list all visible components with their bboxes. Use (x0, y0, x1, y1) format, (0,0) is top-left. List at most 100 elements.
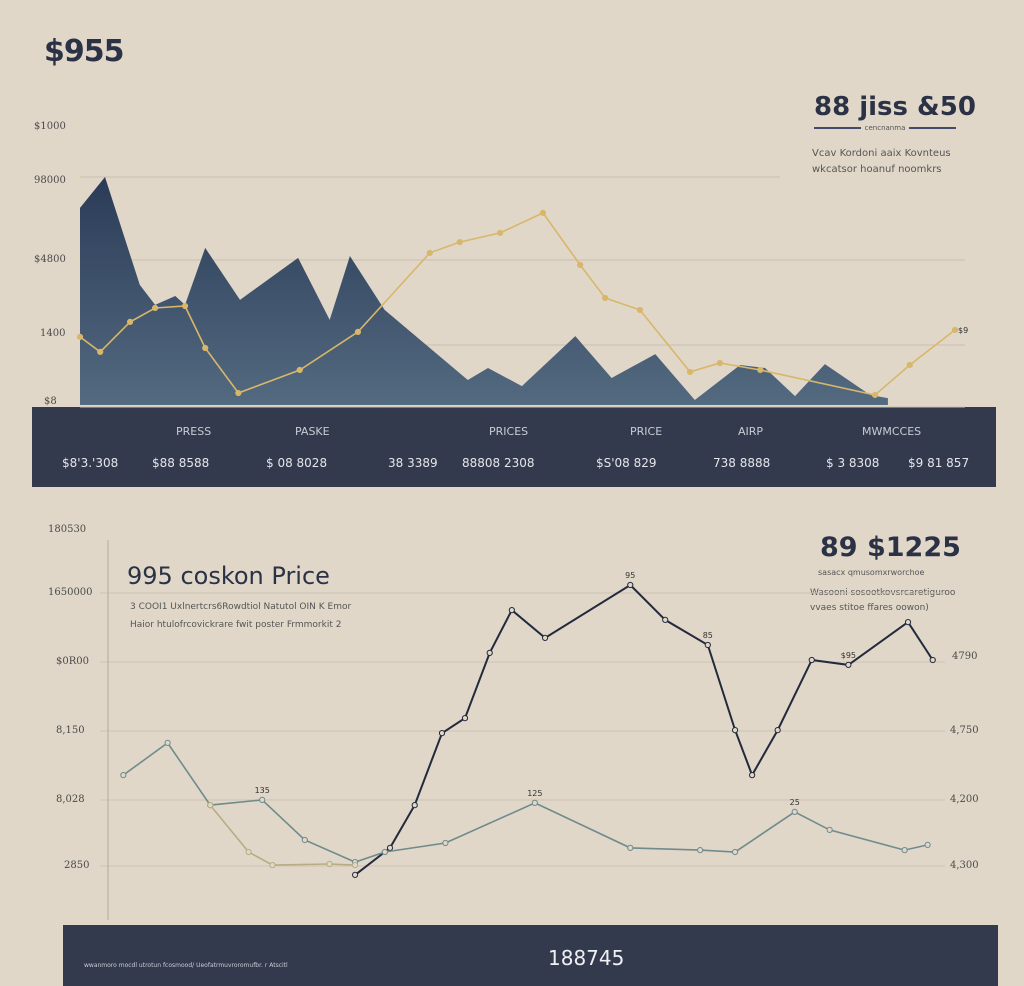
data-point (461, 715, 469, 722)
data-point (120, 772, 127, 779)
data-point (808, 656, 815, 664)
table-value: 738 8888 (713, 456, 771, 470)
data-point (731, 727, 739, 734)
data-point (627, 844, 634, 851)
bottom-right-title: 89 $1225 (820, 532, 961, 563)
data-point (181, 302, 189, 310)
divider (909, 127, 956, 129)
y-tick-label: $8 (44, 396, 57, 407)
data-point (456, 238, 463, 246)
divider (814, 127, 861, 129)
footer-text: wwanmoro mocdl utrotun fcosmood/ Ueofatr… (84, 962, 288, 969)
data-point (426, 249, 433, 257)
y-tick-label: 98000 (34, 175, 66, 186)
table-value: $8'3.'308 (62, 456, 119, 470)
top-right-title: 88 jiss &50 (814, 92, 976, 122)
data-point (791, 808, 798, 815)
data-point (164, 739, 171, 746)
data-label: $9 (958, 326, 968, 335)
data-point (906, 361, 913, 369)
y-tick-label: 2850 (64, 860, 90, 871)
data-point (259, 796, 266, 803)
top-right-summary: 88 jiss &50 cencnanma (814, 92, 976, 132)
data-point (301, 836, 308, 844)
y-tick-label-right: 4,750 (950, 725, 979, 736)
data-point (904, 619, 912, 626)
line-series (209, 804, 356, 866)
y-tick-label-right: 4,300 (950, 860, 979, 871)
y-tick-label: $0R00 (56, 656, 89, 667)
area-series (80, 177, 888, 405)
table-value: $ 3 8308 (826, 456, 880, 470)
data-point (539, 209, 547, 217)
header-price: $955 (44, 34, 124, 69)
table-header: PRICE (630, 425, 663, 438)
data-point (76, 333, 84, 340)
bottom-line-chart: 95 85 $95 125 135 25 (120, 571, 936, 878)
y-tick-label: 1400 (40, 328, 66, 339)
data-point (235, 389, 242, 397)
data-point (826, 826, 833, 833)
data-point (508, 607, 515, 614)
data-point (326, 860, 333, 868)
data-label: 135 (255, 786, 270, 795)
note-line: Vcav Kordoni aaix Kovnteus (812, 148, 951, 159)
top-right-caption: cencnanma (864, 124, 906, 132)
data-label: 25 (790, 798, 800, 807)
line-series (354, 583, 934, 876)
note-line: Haior htulofrcovickrare fwit poster Frmm… (130, 620, 342, 630)
data-point (351, 871, 359, 878)
line-series (79, 211, 956, 396)
data-point (757, 366, 764, 374)
table-value: $S'08 829 (596, 456, 657, 470)
data-label: 125 (527, 789, 542, 798)
data-point (697, 847, 704, 854)
data-point (126, 318, 134, 325)
data-point (924, 841, 931, 848)
data-point (207, 802, 214, 809)
table-header: AIRP (738, 425, 764, 438)
data-point (845, 661, 852, 668)
data-point (202, 344, 209, 352)
y-tick-label: 8,028 (56, 794, 85, 805)
bottom-chart-title: 995 coskon Price (127, 562, 330, 590)
note-line: vvaes stitoe ffares oowon) (810, 603, 929, 613)
y-tick-label: 180530 (48, 524, 87, 535)
line-series (122, 741, 928, 863)
y-tick-label: 8,150 (56, 725, 85, 736)
table-value: 88808 2308 (462, 456, 535, 470)
data-point (296, 366, 303, 374)
table-header: PRICES (489, 425, 529, 438)
data-point (386, 844, 394, 851)
y-tick-label-right: 4790 (952, 651, 978, 662)
note-line: 3 COOI1 Uxlnertcrs6Rowdtiol Natutol OIN … (130, 602, 352, 612)
data-point (577, 261, 584, 268)
data-point (901, 847, 908, 854)
table-value: $88 8588 (152, 456, 210, 470)
price-table (32, 407, 996, 487)
note-line: wkcatsor hoanuf noomkrs (812, 164, 942, 175)
data-point (269, 862, 276, 869)
data-point (731, 848, 739, 856)
table-header: PRESS (176, 425, 212, 438)
data-label: 85 (703, 631, 713, 640)
top-right-notes: Vcav Kordoni aaix Kovnteus wkcatsor hoan… (812, 146, 951, 178)
bottom-right-caption: sasacx qmusomxrworchoe (818, 568, 925, 577)
data-point (97, 348, 104, 356)
top-area-chart: $9 (76, 177, 968, 405)
data-point (486, 649, 493, 656)
data-point (602, 294, 609, 302)
data-point (411, 802, 418, 809)
data-label: 95 (625, 571, 635, 580)
data-point (929, 656, 936, 664)
data-point (497, 229, 504, 237)
table-value: $9 81 857 (908, 456, 970, 470)
data-point (749, 772, 756, 779)
data-point (951, 326, 959, 334)
y-tick-label: 1650000 (48, 587, 93, 598)
data-point (245, 848, 252, 856)
y-tick-label: $1000 (34, 121, 66, 132)
data-point (636, 306, 644, 314)
data-point (627, 581, 634, 589)
